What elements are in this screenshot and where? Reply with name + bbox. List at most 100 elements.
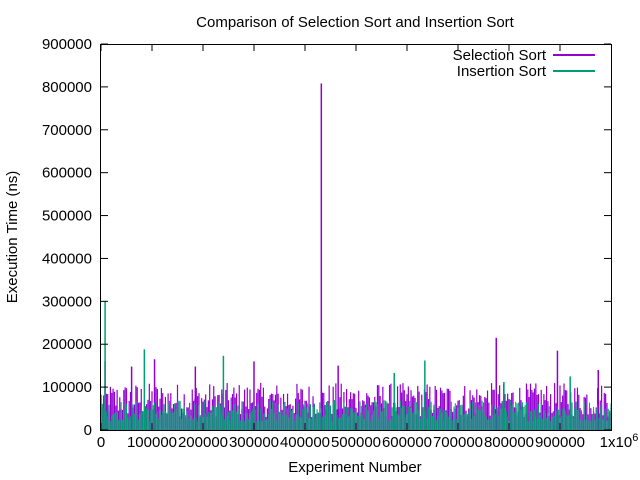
series-bar — [461, 404, 463, 430]
x-tick-label: 900000 — [535, 434, 585, 451]
series-bar — [495, 413, 497, 430]
series-bar — [245, 413, 247, 430]
series-bar — [262, 413, 264, 430]
series-bar — [166, 412, 168, 430]
series-bar — [390, 383, 392, 430]
series-bar — [189, 403, 191, 430]
series-bar — [299, 399, 301, 430]
series-bar — [458, 401, 460, 430]
series-bar — [213, 411, 215, 430]
series-bar — [295, 414, 297, 430]
series-bar — [339, 418, 341, 430]
x-tick-label: 700000 — [433, 434, 483, 451]
series-bar — [223, 407, 226, 430]
series-bar — [288, 417, 290, 430]
series-bar — [380, 411, 383, 430]
x-tick-label: 200000 — [178, 434, 228, 451]
series-bar — [335, 405, 337, 430]
series-bar — [324, 415, 326, 430]
series-bar — [308, 386, 310, 430]
series-bar — [497, 415, 499, 430]
series-bar — [203, 400, 205, 430]
series-bar — [281, 414, 283, 430]
series-bar — [308, 418, 310, 430]
series-bar — [304, 403, 306, 430]
series-bar — [108, 404, 110, 430]
series-bar — [342, 413, 344, 430]
series-bar — [111, 415, 113, 430]
series-bar — [493, 405, 495, 430]
series-bar — [205, 394, 207, 430]
series-bar — [410, 407, 412, 430]
y-tick-label: 900000 — [42, 36, 92, 53]
series-bar — [491, 404, 493, 430]
series-bar — [191, 419, 193, 430]
series-bar — [473, 397, 475, 430]
series-bar — [378, 417, 380, 430]
series-bar — [359, 401, 361, 430]
series-bar — [595, 408, 597, 430]
series-bar — [320, 408, 322, 430]
series-bar — [411, 412, 413, 430]
series-bar — [182, 408, 184, 430]
series-bar — [172, 412, 174, 430]
series-bar — [113, 413, 115, 430]
series-bar — [437, 415, 439, 430]
series-bar — [268, 414, 270, 430]
series-bar — [601, 402, 603, 430]
series-bar — [205, 413, 207, 430]
series-bar — [354, 393, 356, 430]
series-bar — [454, 403, 456, 430]
series-bar — [524, 405, 526, 430]
series-bar — [269, 400, 271, 430]
series-bar — [160, 414, 162, 430]
series-bar — [358, 415, 360, 430]
series-bar — [179, 400, 181, 430]
series-bar — [206, 416, 208, 430]
series-bar — [436, 420, 438, 430]
series-bar — [504, 407, 506, 430]
series-bar — [438, 408, 440, 430]
series-bar — [253, 404, 255, 430]
series-bar — [296, 414, 298, 430]
series-bar — [140, 407, 142, 430]
series-bar — [198, 405, 200, 430]
series-bar — [445, 412, 447, 430]
series-bar — [441, 390, 443, 430]
series-bar — [519, 405, 521, 430]
series-bar — [258, 421, 260, 430]
series-bar — [370, 421, 372, 430]
series-bar — [131, 401, 133, 430]
series-bar — [293, 420, 295, 430]
series-bar — [462, 414, 464, 430]
series-bar — [266, 418, 268, 430]
series-bar — [272, 402, 274, 430]
series-bar — [476, 405, 478, 430]
series-bar — [103, 407, 105, 430]
series-bar — [226, 415, 228, 430]
series-bar — [382, 411, 384, 430]
series-bar — [181, 418, 183, 430]
series-bar — [509, 400, 511, 430]
series-bar — [427, 406, 429, 430]
series-bar — [382, 386, 384, 430]
series-bar — [477, 409, 479, 430]
series-bar — [456, 419, 458, 430]
y-axis: 0 100000 200000 300000 400000 500000 600000 700… — [42, 36, 611, 439]
series-bar — [147, 409, 149, 430]
series-bar — [566, 414, 568, 430]
series-bar — [520, 410, 522, 430]
series-bar — [387, 421, 389, 430]
series-bar — [105, 411, 107, 430]
series-bar — [241, 401, 243, 430]
series-bar — [578, 409, 580, 430]
series-bar — [190, 415, 192, 430]
series-bar — [297, 403, 299, 430]
y-axis-label: Execution Time (ns) — [4, 171, 21, 304]
series-bar — [605, 408, 607, 430]
series-bar — [371, 414, 373, 430]
series-bar — [564, 410, 566, 430]
series-bar — [197, 396, 199, 430]
series-bar — [487, 419, 489, 430]
